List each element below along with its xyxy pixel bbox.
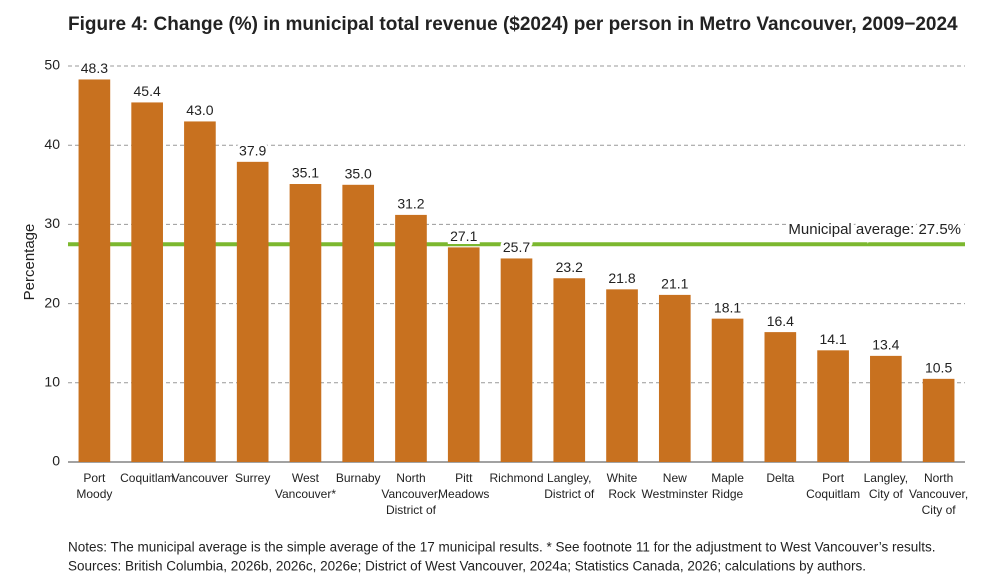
x-tick-label: Port Moody [76, 471, 112, 501]
y-tick-label: 50 [44, 57, 60, 73]
x-tick-label: North Vancouver, City of [909, 471, 968, 517]
y-tick-label: 10 [44, 374, 60, 390]
x-tick-label: West Vancouver* [275, 471, 336, 501]
x-tick-label: North Vancouver, District of [381, 471, 440, 517]
bar [500, 258, 533, 462]
value-label: 45.4 [134, 83, 161, 99]
bar [342, 184, 375, 463]
value-label: 25.7 [503, 239, 530, 255]
x-tick-label: Surrey [235, 471, 270, 485]
value-label: 35.0 [345, 166, 372, 182]
bar [236, 161, 269, 462]
x-tick-label: New Westminster [642, 471, 708, 501]
value-label: 14.1 [819, 331, 846, 347]
bar [447, 247, 480, 462]
value-label: 18.1 [714, 299, 741, 315]
x-tick-label: Port Coquitlam [806, 471, 860, 501]
x-tick-label: Maple Ridge [711, 471, 744, 501]
bar [711, 318, 744, 462]
note: Sources: British Columbia, 2026b, 2026c,… [68, 559, 866, 574]
value-label: 27.1 [450, 228, 477, 244]
x-tick-label: Richmond [489, 471, 543, 485]
bar [870, 355, 902, 462]
bar [606, 289, 638, 462]
bar [78, 79, 111, 463]
bar [764, 332, 797, 462]
x-tick-label: Vancouver [172, 471, 228, 485]
y-tick-label: 0 [52, 453, 60, 469]
x-tick-label: Langley, City of [864, 471, 908, 501]
value-label: 10.5 [925, 360, 952, 376]
value-label: 48.3 [81, 60, 108, 76]
value-label: 37.9 [239, 143, 266, 159]
chart-title: Figure 4: Change (%) in municipal total … [68, 14, 958, 35]
value-label: 35.1 [292, 165, 319, 181]
value-label: 43.0 [186, 102, 213, 118]
value-label: 21.1 [661, 276, 688, 292]
x-tick-label: Pitt Meadows [438, 471, 489, 501]
value-label: 23.2 [556, 259, 583, 275]
value-label: 21.8 [608, 270, 635, 286]
bar [658, 294, 691, 462]
y-tick-label: 30 [44, 215, 60, 231]
value-label: 13.4 [872, 337, 899, 353]
value-label: 31.2 [397, 196, 424, 212]
bar [131, 102, 163, 462]
x-tick-label: Langley, District of [544, 471, 595, 501]
value-label: 16.4 [767, 313, 794, 329]
bar [395, 214, 427, 462]
y-tick-label: 40 [44, 136, 60, 152]
bar [184, 121, 216, 462]
bar [817, 350, 849, 462]
bar [922, 378, 955, 462]
x-tick-label: Delta [766, 471, 794, 485]
y-axis-label: Percentage [21, 224, 38, 301]
x-tick-label: Coquitlam [120, 471, 174, 485]
average-label: Municipal average: 27.5% [788, 221, 961, 238]
x-tick-label: White Rock [607, 471, 638, 501]
note: Notes: The municipal average is the simp… [68, 540, 935, 555]
bar [553, 278, 586, 462]
x-tick-label: Burnaby [336, 471, 381, 485]
y-tick-label: 20 [44, 294, 60, 310]
bar [289, 184, 322, 462]
